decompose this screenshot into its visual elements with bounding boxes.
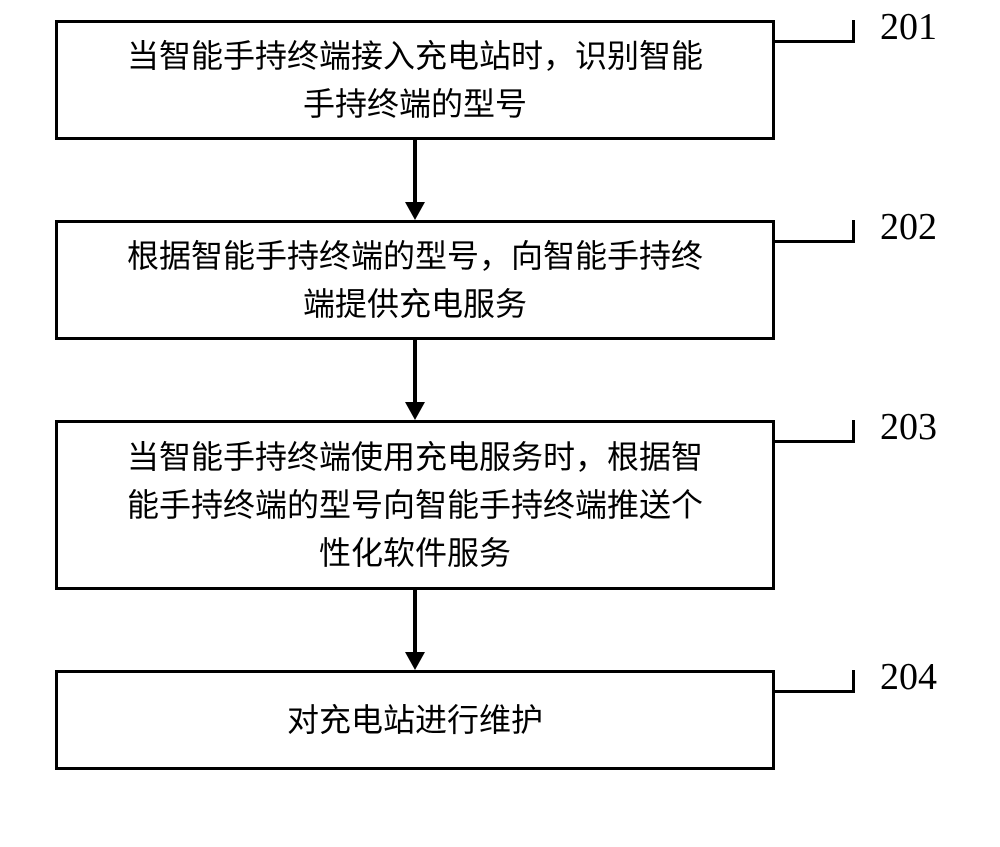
arrow-2-3-line bbox=[413, 340, 417, 402]
flow-node-2-text: 根据智能手持终端的型号，向智能手持终端提供充电服务 bbox=[127, 232, 703, 328]
arrow-1-2-head bbox=[405, 202, 425, 220]
arrow-1-2-line bbox=[413, 140, 417, 202]
flow-label-2: 202 bbox=[880, 205, 937, 249]
leader-1-h bbox=[775, 40, 855, 43]
flow-node-1: 当智能手持终端接入充电站时，识别智能手持终端的型号 bbox=[55, 20, 775, 140]
flow-node-4: 对充电站进行维护 bbox=[55, 670, 775, 770]
leader-2-v bbox=[852, 220, 855, 243]
flow-label-4: 204 bbox=[880, 655, 937, 699]
leader-4-h bbox=[775, 690, 855, 693]
leader-3-h bbox=[775, 440, 855, 443]
flow-node-1-text: 当智能手持终端接入充电站时，识别智能手持终端的型号 bbox=[127, 32, 703, 128]
leader-4-v bbox=[852, 670, 855, 693]
flow-label-1: 201 bbox=[880, 5, 937, 49]
leader-2-h bbox=[775, 240, 855, 243]
flow-label-3: 203 bbox=[880, 405, 937, 449]
arrow-3-4-head bbox=[405, 652, 425, 670]
leader-3-v bbox=[852, 420, 855, 443]
flow-node-4-text: 对充电站进行维护 bbox=[287, 696, 543, 744]
flow-node-3-text: 当智能手持终端使用充电服务时，根据智能手持终端的型号向智能手持终端推送个性化软件… bbox=[127, 433, 703, 577]
arrow-3-4-line bbox=[413, 590, 417, 652]
flow-node-2: 根据智能手持终端的型号，向智能手持终端提供充电服务 bbox=[55, 220, 775, 340]
leader-1-v bbox=[852, 20, 855, 43]
arrow-2-3-head bbox=[405, 402, 425, 420]
flow-node-3: 当智能手持终端使用充电服务时，根据智能手持终端的型号向智能手持终端推送个性化软件… bbox=[55, 420, 775, 590]
flowchart-diagram: 当智能手持终端接入充电站时，识别智能手持终端的型号 201 根据智能手持终端的型… bbox=[0, 0, 1000, 847]
